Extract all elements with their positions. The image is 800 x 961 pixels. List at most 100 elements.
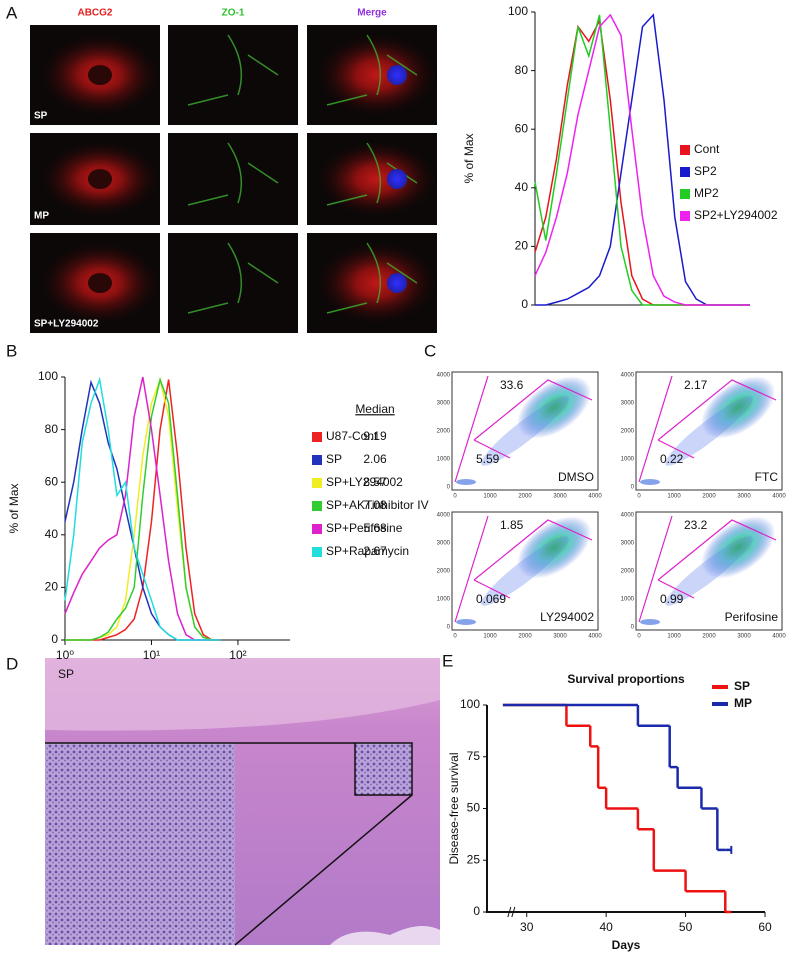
y-tick-label: 0 <box>631 485 635 491</box>
x-tick-label: 0 <box>453 494 457 500</box>
gate <box>638 515 777 623</box>
median-value: 8.57 <box>363 475 387 489</box>
nucleus <box>88 65 112 85</box>
x-tick-label: 30 <box>520 920 534 934</box>
plot-label: Perifosine <box>725 610 779 624</box>
micrograph <box>307 133 437 225</box>
legend-label: SP+Perifosine <box>326 521 403 535</box>
x-tick-label: 4000 <box>588 494 602 500</box>
x-tick-label: 0 <box>637 634 641 640</box>
x-tick-label: 3000 <box>737 634 751 640</box>
y-tick-label: 20 <box>515 239 529 253</box>
gate <box>454 515 593 623</box>
y-tick-label: 1000 <box>437 597 451 603</box>
x-tick-label: 50 <box>679 920 693 934</box>
legend-label: SP+AKTinhibitor IV <box>326 498 429 512</box>
chart-title: Survival proportions <box>567 672 685 686</box>
y-axis-label: % of Max <box>462 133 476 183</box>
legend-swatch <box>680 167 690 177</box>
micrograph <box>30 133 160 225</box>
y-tick-label: 3000 <box>437 541 451 547</box>
cell-cloud <box>456 479 476 485</box>
cell-cloud <box>665 536 753 606</box>
y-tick-label: 40 <box>515 180 529 194</box>
legend-label: Cont <box>694 142 720 156</box>
y-tick-label: 25 <box>467 852 481 866</box>
x-tick-label: 10⁰ <box>56 648 74 662</box>
nucleus <box>387 273 407 293</box>
series-line <box>534 14 750 306</box>
image-background <box>168 133 298 225</box>
nucleus <box>387 169 407 189</box>
median-value: 7.08 <box>363 498 387 512</box>
cell-cloud <box>640 619 660 625</box>
gate-value: 1.85 <box>500 518 524 532</box>
gate-value: 0.22 <box>660 452 684 466</box>
cell-cloud <box>481 396 569 466</box>
x-tick-label: 4000 <box>772 494 786 500</box>
y-tick-label: 60 <box>515 121 529 135</box>
micrograph <box>168 25 298 125</box>
cell-cloud <box>456 619 476 625</box>
junction-stain <box>187 34 279 106</box>
micrograph <box>30 25 160 125</box>
flow-plot <box>451 511 599 631</box>
micrograph <box>168 233 298 333</box>
x-tick-label: 3000 <box>553 494 567 500</box>
junction-stain <box>187 142 279 206</box>
panel-label: B <box>6 341 17 360</box>
x-tick-label: 0 <box>637 494 641 500</box>
y-tick-label: 0 <box>473 904 480 918</box>
y-tick-label: 3000 <box>621 401 635 407</box>
x-tick-label: 3000 <box>737 494 751 500</box>
legend-label: MP <box>734 696 752 710</box>
panel-label: A <box>6 3 18 22</box>
x-tick-label: 4000 <box>772 634 786 640</box>
x-tick-label: 0 <box>453 634 457 640</box>
median-value: 5.68 <box>363 521 387 535</box>
flow-plot <box>635 371 783 491</box>
y-tick-label: 40 <box>45 527 59 541</box>
row-label: SP <box>34 111 48 122</box>
median-value: 9.19 <box>363 429 387 443</box>
legend-label: SP+LY294002 <box>326 475 403 489</box>
flow-plot <box>635 511 783 631</box>
y-tick-label: 75 <box>467 749 481 763</box>
flow-plot <box>451 371 599 491</box>
micrograph <box>307 25 437 125</box>
cell-stain <box>317 241 437 325</box>
x-tick-label: 10¹ <box>143 648 160 662</box>
micrograph <box>30 233 160 333</box>
legend-swatch <box>680 211 690 221</box>
series-line <box>64 379 221 641</box>
median-value: 2.67 <box>363 544 387 558</box>
x-tick-label: 4000 <box>588 634 602 640</box>
series-line <box>65 376 221 641</box>
y-tick-label: 60 <box>45 474 59 488</box>
x-tick-label: 1000 <box>667 494 681 500</box>
y-tick-label: 100 <box>508 4 528 18</box>
x-tick-label: 2000 <box>518 494 532 500</box>
y-tick-label: 1000 <box>621 457 635 463</box>
x-tick-label: 40 <box>599 920 613 934</box>
cell-cloud <box>640 479 660 485</box>
y-tick-label: 3000 <box>437 401 451 407</box>
gate-value: 2.17 <box>684 378 708 392</box>
x-tick-label: 2000 <box>702 494 716 500</box>
column-header: Merge <box>357 8 387 19</box>
row-label: MP <box>34 211 49 222</box>
legend-header: Median <box>355 402 394 416</box>
legend-swatch <box>712 685 728 689</box>
legend-label: SP2+LY294002 <box>694 208 778 222</box>
y-tick-label: 0 <box>631 625 635 631</box>
median-value: 2.06 <box>363 452 387 466</box>
legend-label: MP2 <box>694 186 719 200</box>
y-tick-label: 4000 <box>437 513 451 519</box>
plot-label: DMSO <box>558 470 594 484</box>
y-tick-label: 4000 <box>621 513 635 519</box>
column-header: ABCG2 <box>77 8 112 19</box>
y-tick-label: 0 <box>521 297 528 311</box>
series-line <box>64 376 221 641</box>
y-tick-label: 0 <box>51 632 58 646</box>
